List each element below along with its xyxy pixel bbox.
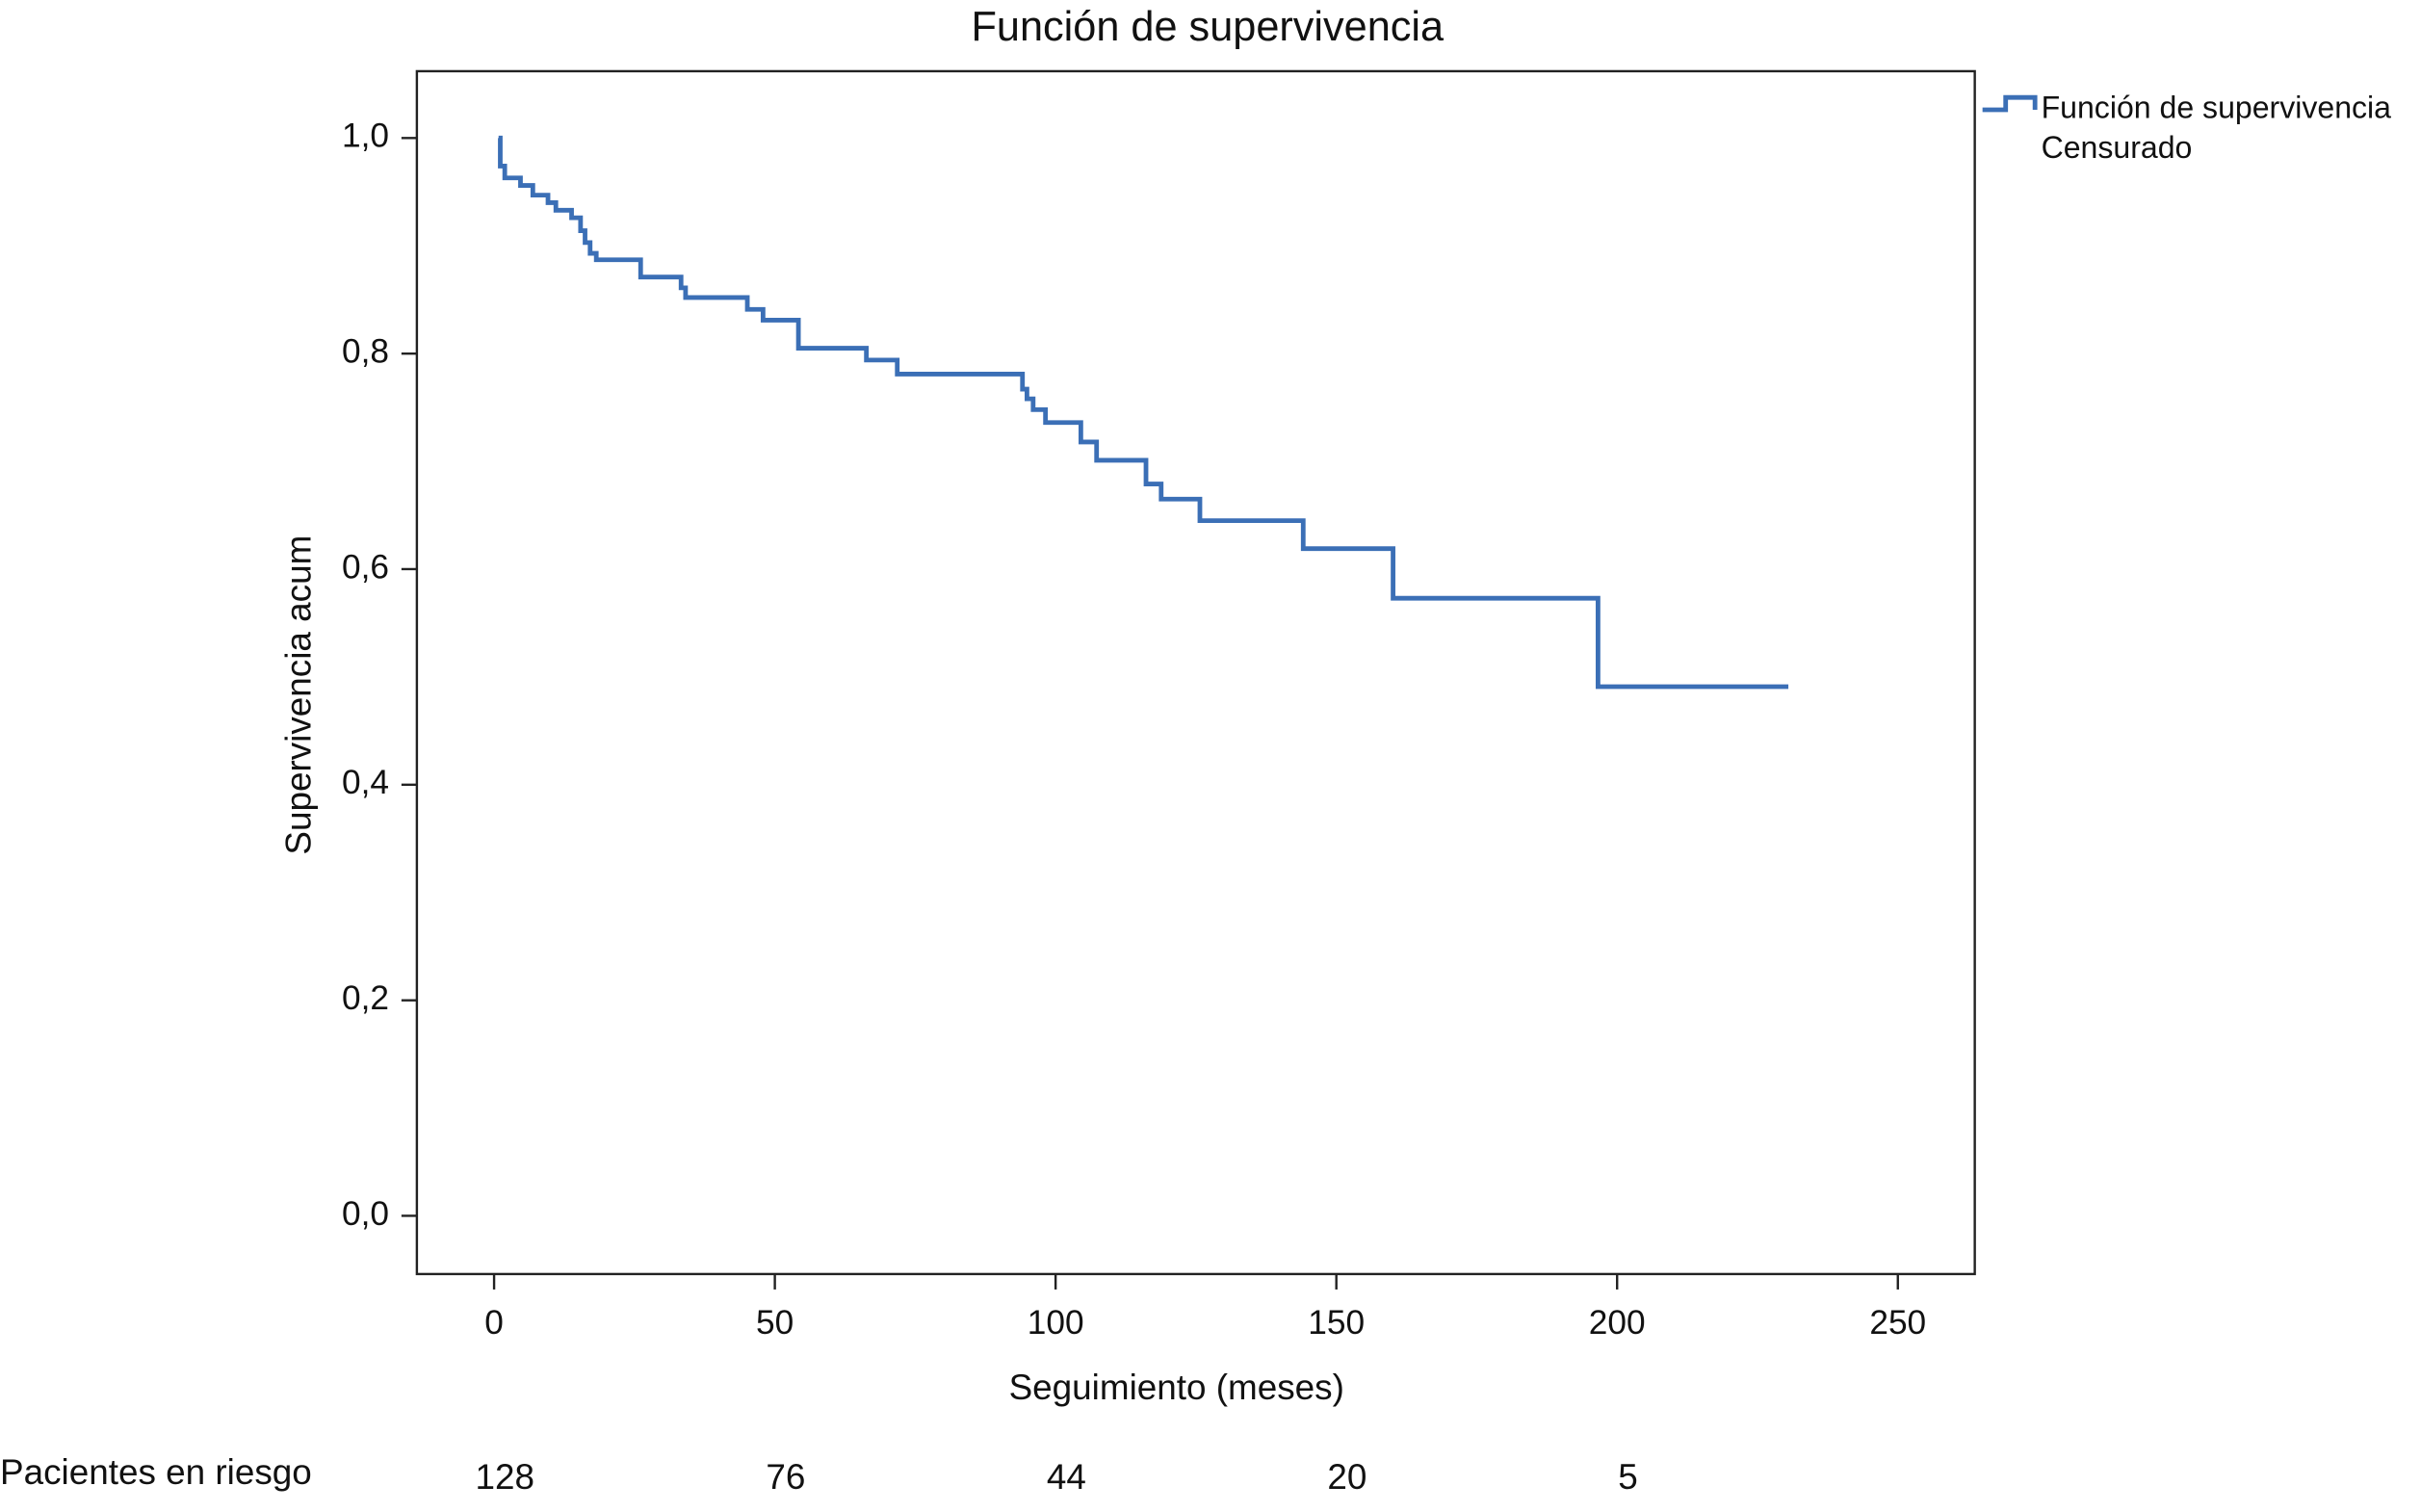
chart-title: Función de supervivencia: [971, 4, 1445, 50]
x-tick-label: 250: [1869, 1304, 1926, 1342]
plot-frame: [415, 69, 1976, 1276]
x-axis-label: Seguimiento (meses): [1009, 1368, 1344, 1407]
x-tick-label: 150: [1308, 1304, 1365, 1342]
at-risk-value: 76: [766, 1457, 805, 1497]
x-tick-label: 0: [484, 1304, 504, 1342]
x-tick-label: 100: [1028, 1304, 1084, 1342]
at-risk-label: Pacientes en riesgo: [0, 1452, 312, 1492]
y-axis-label: Supervivencia acum: [278, 535, 318, 855]
y-tick-label: 1,0: [342, 117, 389, 155]
survival-curve: [498, 135, 1789, 690]
y-tick-label: 0,4: [342, 764, 389, 801]
x-tick-label: 50: [756, 1304, 794, 1342]
y-tick-label: 0,2: [342, 979, 389, 1017]
at-risk-value: 5: [1618, 1457, 1638, 1497]
legend-swatch: [1982, 94, 2038, 113]
at-risk-value: 44: [1047, 1457, 1086, 1497]
legend-label: Censurado: [2042, 130, 2193, 165]
at-risk-value: 128: [476, 1457, 535, 1497]
at-risk-value: 20: [1327, 1457, 1367, 1497]
y-tick-label: 0,6: [342, 548, 389, 586]
y-tick-label: 0,8: [342, 332, 389, 370]
legend-label: Función de supervivencia: [2042, 90, 2392, 124]
x-tick-label: 200: [1589, 1304, 1646, 1342]
y-tick-label: 0,0: [342, 1195, 389, 1233]
